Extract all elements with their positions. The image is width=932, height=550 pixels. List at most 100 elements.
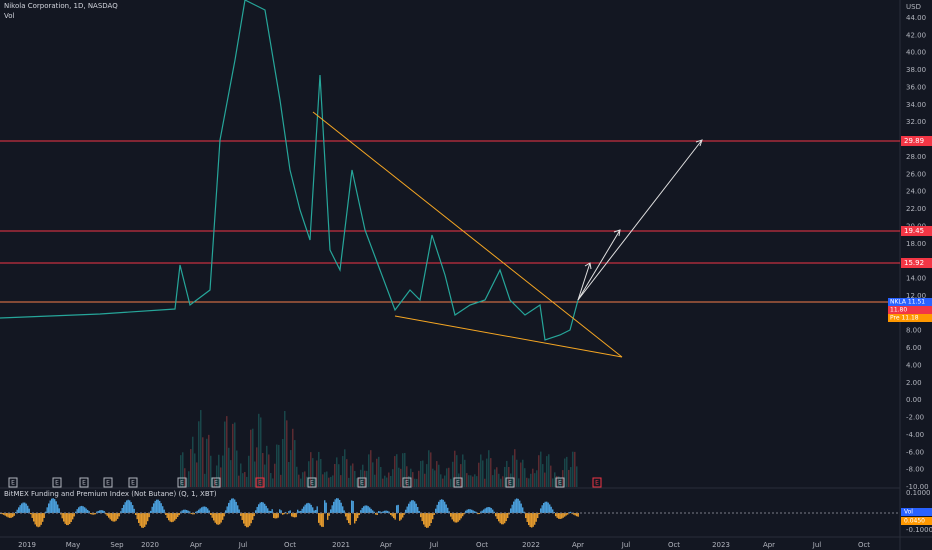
indicator-bar [534, 513, 536, 525]
volume-bar [364, 470, 366, 487]
indicator-title: BitMEX Funding and Premium Index (Not Bu… [4, 490, 217, 498]
indicator-bar [133, 508, 135, 513]
earnings-box [555, 477, 565, 488]
indicator-bar [553, 511, 555, 513]
volume-bar [508, 466, 510, 487]
indicator-bar [66, 513, 68, 526]
indicator-bar [73, 513, 75, 517]
indicator-bar [189, 511, 191, 513]
indicator-bar [85, 508, 87, 513]
volume-bar [240, 463, 242, 487]
volume-bar [382, 478, 384, 487]
indicator-bar [568, 511, 570, 513]
volume-bar [426, 464, 428, 487]
indicator-bar [367, 506, 369, 513]
indicator-bar [550, 506, 552, 513]
time-tick: Apr [763, 541, 775, 549]
indicator-histogram [0, 498, 579, 528]
volume-bar [182, 452, 184, 487]
volume-bar [316, 460, 318, 487]
indicator-bar [325, 502, 327, 513]
earnings-box [255, 477, 265, 488]
indicator-bar [157, 499, 159, 513]
indicator-bar [267, 508, 269, 513]
indicator-bar [393, 513, 395, 519]
volume-bar [218, 454, 220, 487]
trend-line [394, 315, 623, 358]
volume-bar [402, 453, 404, 487]
time-tick: Apr [380, 541, 392, 549]
indicator-bar [63, 513, 65, 522]
volume-bar [502, 476, 504, 487]
indicator-bar [282, 513, 284, 515]
earnings-box [8, 477, 18, 488]
volume-bar [438, 464, 440, 487]
volume-bar [478, 462, 480, 487]
volume-bar [216, 465, 218, 487]
indicator-bar [247, 513, 249, 528]
indicator-bar [139, 513, 141, 526]
earnings-box [103, 477, 113, 488]
volume-bar [554, 472, 556, 487]
volume-bar [318, 451, 320, 487]
indicator-bar [411, 500, 413, 513]
indicator-bar [184, 509, 186, 513]
volume-bar [362, 464, 364, 487]
indicator-bar [444, 501, 446, 513]
indicator-bar [135, 513, 137, 516]
volume-bar [562, 470, 564, 487]
indicator-bar [307, 502, 309, 513]
price-tick: 34.00 [906, 101, 926, 109]
indicator-bar [526, 513, 528, 522]
indicator-tick: 0.1000 [906, 489, 931, 497]
volume-bar [186, 478, 188, 487]
volume-bar [234, 422, 236, 487]
indicator-bar [507, 513, 509, 519]
indicator-bar [370, 508, 372, 513]
volume-bar [422, 460, 424, 487]
earnings-marker: E [258, 480, 262, 487]
indicator-bar [285, 511, 287, 513]
indicator-bar [328, 513, 330, 516]
indicator-bar [33, 513, 35, 522]
indicator-bar [339, 499, 341, 513]
indicator-bar [304, 504, 306, 513]
earnings-marker: E [360, 480, 364, 487]
indicator-bar [552, 509, 554, 513]
price-tick: 8.00 [906, 327, 922, 335]
volume-bar [312, 458, 314, 487]
indicator-bar [198, 509, 200, 513]
indicator-bar [364, 505, 366, 513]
volume-bar [280, 474, 282, 487]
indicator-bar [163, 509, 165, 513]
indicator-bar [57, 504, 59, 513]
price-tag [888, 314, 932, 322]
indicator-bar [276, 513, 278, 519]
indicator-bar [225, 510, 227, 513]
indicator-bar [574, 513, 576, 516]
indicator-bar [354, 513, 356, 524]
volume-bar [378, 456, 380, 487]
indicator-bar [130, 502, 132, 513]
price-tick: 0.00 [906, 396, 922, 404]
volume-bar [510, 473, 512, 487]
indicator-bar [228, 502, 230, 513]
indicator-bar [511, 504, 513, 513]
volume-bar [384, 475, 386, 487]
indicator-bar [256, 506, 258, 513]
indicator-bar [159, 500, 161, 513]
indicator-bar [153, 503, 155, 513]
volume-bar [398, 467, 400, 487]
indicator-bar [486, 507, 488, 513]
price-tick: 2.00 [906, 379, 922, 387]
volume-bar [388, 472, 390, 487]
volume-bar [442, 478, 444, 487]
volume-bar [264, 464, 266, 487]
indicator-bar [216, 513, 218, 525]
volume-bar [356, 478, 358, 487]
indicator-bar [111, 513, 113, 521]
indicator-bar [378, 511, 380, 513]
indicator-bar [195, 511, 197, 513]
indicator-bar [4, 513, 6, 516]
